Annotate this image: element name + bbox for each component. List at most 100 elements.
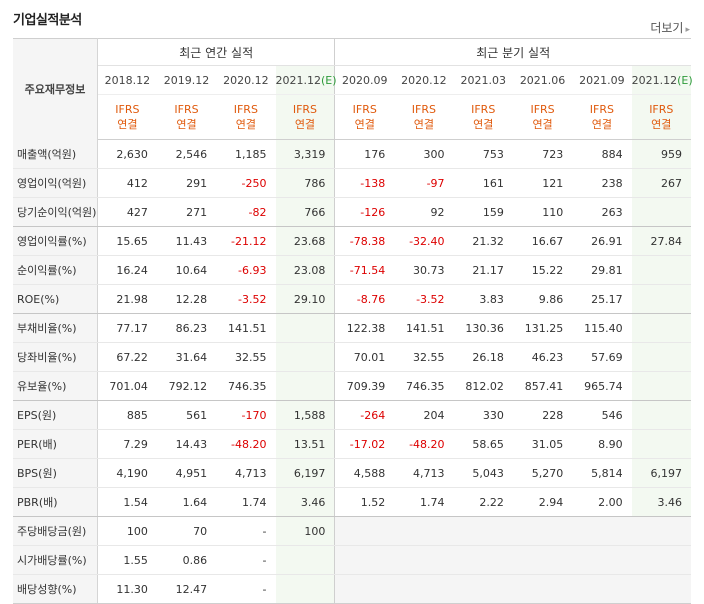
value-cell: 21.17 (453, 255, 513, 285)
value-cell (631, 371, 691, 401)
value-cell: 786 (275, 168, 335, 198)
value-cell: -82 (216, 197, 276, 227)
value-cell: 23.68 (275, 226, 335, 256)
value-cell: 6,197 (631, 458, 691, 488)
value-cell: 115.40 (572, 313, 632, 343)
value-cell: 263 (572, 197, 632, 227)
value-cell: 70.01 (334, 342, 395, 372)
value-cell: 271 (156, 197, 217, 227)
value-cell: 330 (453, 400, 513, 430)
section-title: 기업실적분석 (13, 13, 82, 28)
value-cell (512, 516, 573, 546)
value-cell: 122.38 (334, 313, 395, 343)
row-label: 매출액(억원) (13, 139, 98, 169)
value-cell: 746.35 (216, 371, 276, 401)
period-header: 2019.12 (156, 65, 217, 95)
value-cell (572, 574, 632, 604)
value-cell: 412 (97, 168, 157, 198)
ifrs-label: IFRS (530, 103, 555, 116)
value-cell: 16.24 (97, 255, 157, 285)
ifrs-label: IFRS (292, 103, 318, 116)
value-cell: 110 (512, 197, 573, 227)
table-row: 당기순이익(억원) 427 271 -82 766 -126 92 159 110 263 (13, 197, 691, 227)
consolidated-label: 연결 (591, 118, 613, 131)
consolidated-label: 연결 (235, 118, 256, 131)
accounting-standard: IFRS 연결 (453, 94, 513, 140)
consolidated-label: 연결 (413, 118, 434, 131)
value-cell (631, 574, 691, 604)
value-cell (631, 342, 691, 372)
more-link[interactable]: 더보기 ▸ (650, 19, 690, 36)
value-cell: 1,588 (275, 400, 335, 430)
value-cell: 21.32 (453, 226, 513, 256)
value-cell: -264 (334, 400, 395, 430)
value-cell: 291 (156, 168, 217, 198)
accounting-standard: IFRS 연결 (631, 94, 691, 140)
value-cell: 746.35 (394, 371, 454, 401)
value-cell: 4,713 (394, 458, 454, 488)
accounting-standard: IFRS 연결 (572, 94, 632, 140)
value-cell: 32.55 (394, 342, 454, 372)
more-link-label[interactable]: 더보기 (650, 21, 684, 35)
period-header: 2020.09 (334, 65, 395, 95)
value-cell: 2,546 (156, 139, 217, 169)
value-cell: 709.39 (334, 371, 395, 401)
value-cell: 228 (512, 400, 573, 430)
value-cell: -3.52 (216, 284, 276, 314)
period-row: 2018.12 2019.12 2020.12 2021.12(E) 2020.09 20… (13, 65, 693, 95)
row-label: 배당성향(%) (13, 574, 98, 604)
ifrs-label: IFRS (411, 103, 436, 116)
value-cell: 857.41 (512, 371, 573, 401)
consolidated-label: 연결 (651, 118, 672, 131)
value-cell (394, 545, 454, 575)
value-cell: 161 (453, 168, 513, 198)
value-cell: 959 (631, 139, 691, 169)
estimate-mark: (E) (321, 73, 337, 87)
value-cell (275, 313, 335, 343)
value-cell: 1.64 (156, 487, 217, 517)
value-cell: -250 (216, 168, 276, 198)
period-label: 2020.09 (342, 73, 388, 87)
value-cell: 2.94 (512, 487, 573, 517)
value-cell: 546 (572, 400, 632, 430)
period-header: 2021.09 (572, 65, 632, 95)
table-row: 순이익률(%) 16.24 10.64 -6.93 23.08 -71.54 30.73 21… (13, 255, 691, 285)
value-cell: 753 (453, 139, 513, 169)
value-cell: 31.64 (156, 342, 217, 372)
value-cell: 300 (394, 139, 454, 169)
value-cell: -32.40 (394, 226, 454, 256)
value-cell: 13.51 (275, 429, 335, 459)
value-cell: 885 (97, 400, 157, 430)
consolidated-label: 연결 (532, 118, 553, 131)
value-cell: -3.52 (394, 284, 454, 314)
value-cell: 4,951 (156, 458, 217, 488)
value-cell (631, 429, 691, 459)
value-cell: 2,630 (97, 139, 157, 169)
value-cell (334, 545, 395, 575)
row-label: 시가배당률(%) (13, 545, 98, 575)
row-label: PER(배) (13, 429, 98, 459)
value-cell: 792.12 (156, 371, 217, 401)
value-cell: 32.55 (216, 342, 276, 372)
value-cell: 1.52 (334, 487, 395, 517)
value-cell: 204 (394, 400, 454, 430)
value-cell: - (216, 516, 276, 546)
value-cell (631, 284, 691, 314)
value-cell: 723 (512, 139, 573, 169)
period-header: 2021.06 (512, 65, 573, 95)
value-cell: 21.98 (97, 284, 157, 314)
period-label: 2021.06 (519, 73, 566, 87)
value-cell: 57.69 (572, 342, 632, 372)
ifrs-label: IFRS (471, 103, 496, 116)
value-cell: -71.54 (334, 255, 395, 285)
value-cell: 92 (394, 197, 454, 227)
table-body: 매출액(억원) 2,630 2,546 1,185 3,319 176 300 753 723 8… (13, 139, 691, 604)
value-cell: 1.74 (216, 487, 276, 517)
value-cell: -8.76 (334, 284, 395, 314)
table-row: 당좌비율(%) 67.22 31.64 32.55 70.01 32.55 26.18 46.… (13, 342, 691, 372)
value-cell: 5,270 (512, 458, 573, 488)
row-label: 부채비율(%) (13, 313, 98, 343)
accounting-standard: IFRS 연결 (334, 94, 395, 140)
value-cell: -78.38 (334, 226, 395, 256)
